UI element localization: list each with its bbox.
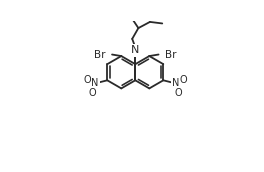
Text: O: O xyxy=(180,74,187,85)
Text: N: N xyxy=(91,78,99,88)
Text: N: N xyxy=(172,78,179,88)
Text: O: O xyxy=(88,88,96,98)
Text: O: O xyxy=(175,88,182,98)
Text: O: O xyxy=(83,74,91,85)
Text: N: N xyxy=(131,45,139,55)
Text: Br: Br xyxy=(95,50,106,60)
Text: Br: Br xyxy=(165,50,176,60)
